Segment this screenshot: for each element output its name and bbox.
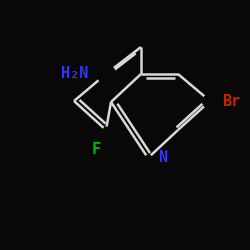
Text: N: N: [158, 150, 167, 166]
Text: H₂N: H₂N: [60, 66, 88, 82]
Text: F: F: [92, 142, 100, 157]
Text: Br: Br: [222, 94, 240, 108]
